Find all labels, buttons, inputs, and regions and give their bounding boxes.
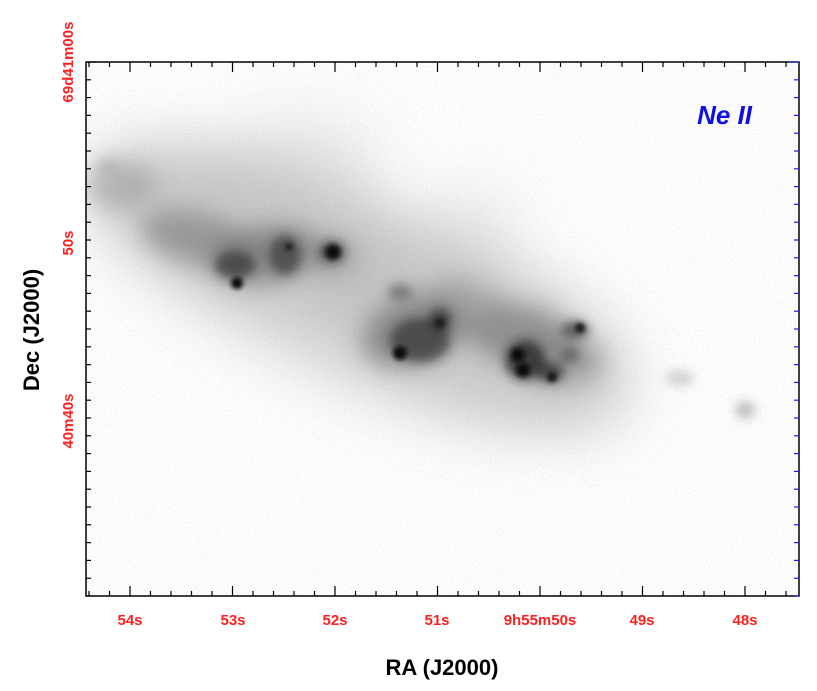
x-tick-label: 51s	[424, 612, 449, 629]
x-tick-labels: 54s 53s 52s 51s 9h55m50s 49s 48s	[117, 612, 757, 629]
x-tick-label: 48s	[732, 612, 757, 629]
x-tick-label: 49s	[629, 612, 654, 629]
x-tick-label: 9h55m50s	[504, 612, 577, 629]
y-axis-title: Dec (J2000)	[19, 269, 44, 391]
x-tick-label: 53s	[220, 612, 245, 629]
y-tick-label: 50s	[60, 230, 77, 255]
y-tick-label: 40m40s	[60, 393, 77, 448]
y-tick-labels: 69d41m00s 50s 40m40s	[60, 22, 77, 449]
axis-ticks	[86, 61, 799, 597]
y-tick-label: 69d41m00s	[60, 22, 77, 103]
emission-map-image	[86, 62, 799, 596]
x-tick-label: 54s	[117, 612, 142, 629]
panel-label: Ne II	[697, 100, 753, 130]
x-tick-label: 52s	[322, 612, 347, 629]
x-axis-title: RA (J2000)	[386, 655, 499, 680]
